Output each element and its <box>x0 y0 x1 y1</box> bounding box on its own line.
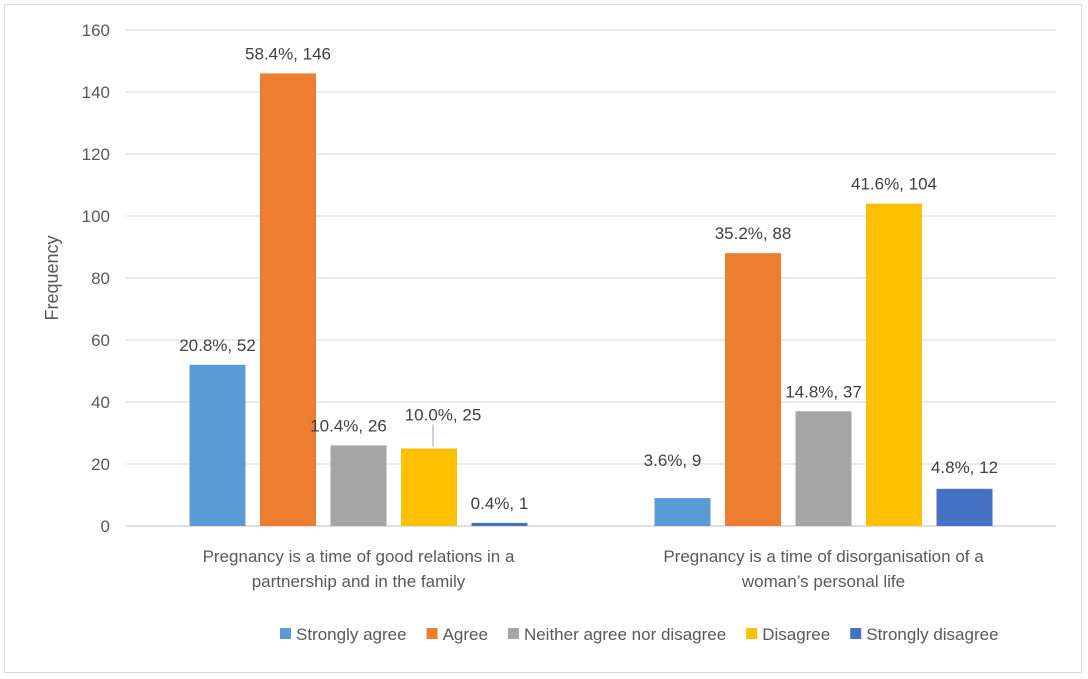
y-axis-ticks: 0 20 40 60 80 100 120 140 160 <box>82 21 110 536</box>
bar <box>654 498 711 526</box>
legend-swatch <box>507 628 519 639</box>
bar <box>725 253 781 526</box>
bar <box>330 445 387 526</box>
data-label: 58.4%, 146 <box>245 44 331 63</box>
category-label: Pregnancy is a time of disorganisation o… <box>663 547 984 566</box>
data-label: 14.8%, 37 <box>785 382 862 401</box>
y-tick-label: 140 <box>82 83 110 102</box>
bar <box>401 448 457 526</box>
legend-swatch <box>850 628 862 639</box>
legend-label: Strongly agree <box>296 625 407 644</box>
legend-label: Agree <box>443 625 488 644</box>
bar <box>936 488 993 526</box>
legend: Strongly agree Agree Neither agree nor dis… <box>280 625 999 644</box>
legend-swatch <box>426 628 438 639</box>
legend-label: Neither agree nor disagree <box>524 625 726 644</box>
data-labels: 20.8%, 52 3.6%, 9 58.4%, 146 35.2%, 88 10.4%… <box>179 44 998 513</box>
category-label: woman’s personal life <box>741 572 905 591</box>
bar <box>189 364 246 526</box>
bar <box>260 73 316 527</box>
bar <box>795 411 852 526</box>
bars <box>189 73 993 527</box>
legend-swatch <box>746 628 758 639</box>
y-tick-label: 80 <box>91 269 110 288</box>
legend-label: Strongly disagree <box>866 625 998 644</box>
y-tick-label: 20 <box>91 455 110 474</box>
data-label: 3.6%, 9 <box>644 451 702 470</box>
legend-swatch <box>280 628 291 639</box>
data-label: 0.4%, 1 <box>471 494 529 513</box>
category-label: Pregnancy is a time of good relations in… <box>203 547 515 566</box>
y-tick-label: 40 <box>91 393 110 412</box>
y-axis-title: Frequency <box>42 235 62 320</box>
data-label: 20.8%, 52 <box>179 336 256 355</box>
data-label: 10.4%, 26 <box>310 416 387 435</box>
data-label: 4.8%, 12 <box>931 458 998 477</box>
category-label: partnership and in the family <box>252 572 466 591</box>
data-label: 35.2%, 88 <box>715 224 792 243</box>
y-tick-label: 60 <box>91 331 110 350</box>
y-tick-label: 120 <box>82 145 110 164</box>
bar <box>866 203 922 526</box>
y-tick-label: 160 <box>82 21 110 40</box>
data-label: 41.6%, 104 <box>851 175 937 194</box>
data-label: 10.0%, 25 <box>405 406 482 425</box>
bar <box>471 522 528 526</box>
legend-label: Disagree <box>762 625 830 644</box>
category-labels: Pregnancy is a time of good relations in… <box>203 547 985 591</box>
y-tick-label: 100 <box>82 207 110 226</box>
y-tick-label: 0 <box>101 517 110 536</box>
